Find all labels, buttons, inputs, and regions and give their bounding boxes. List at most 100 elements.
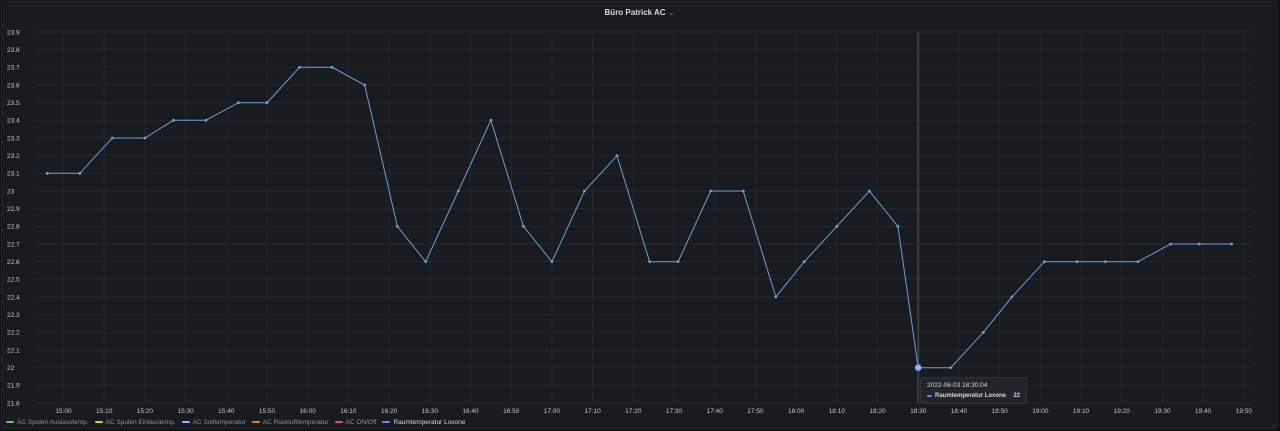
y-tick-label: 23.1 (7, 171, 20, 178)
legend-item[interactable]: AC Spulen Auslasstemp. (6, 417, 89, 427)
y-tick-label: 22.7 (7, 241, 20, 248)
data-point (835, 224, 839, 228)
data-point (867, 189, 871, 193)
x-tick-label: 16:00 (300, 408, 317, 415)
data-point (456, 189, 460, 193)
y-tick-label: 23.5 (7, 100, 20, 107)
data-point (648, 260, 652, 264)
legend-swatch (181, 421, 190, 423)
legend-label: AC Spulen Auslasstemp. (17, 418, 89, 426)
data-point (363, 83, 367, 87)
data-point (709, 189, 713, 193)
data-point (171, 118, 175, 122)
legend-item[interactable]: AC ON/Off (334, 417, 377, 427)
data-point (741, 189, 745, 193)
data-point (981, 330, 985, 334)
x-tick-label: 16:20 (381, 408, 398, 415)
panel-title[interactable]: Büro Patrick AC (604, 8, 666, 17)
data-point (1043, 260, 1046, 264)
y-tick-label: 22.9 (7, 206, 20, 213)
x-tick-label: 16:10 (340, 408, 357, 415)
x-tick-label: 15:10 (96, 408, 113, 415)
data-point (774, 295, 778, 299)
x-tick-label: 19:00 (1032, 408, 1049, 415)
legend-swatch (94, 421, 103, 423)
data-point (615, 154, 619, 158)
legend-item[interactable]: Raumtemperatur Loxone (382, 417, 465, 427)
x-tick-label: 15:40 (218, 408, 235, 415)
data-point (1010, 295, 1014, 299)
panel-header[interactable]: Büro Patrick AC ⌄ (2, 2, 1277, 24)
tooltip: 2022-06-03 18:30:04 Raumtemperatur Loxon… (920, 377, 1027, 404)
highlight-point (914, 364, 922, 372)
data-point (265, 101, 269, 105)
y-tick-label: 22.5 (7, 277, 20, 284)
y-tick-label: 23.6 (7, 82, 20, 89)
legend-item[interactable]: AC Spulen Einlasstemp. (94, 417, 176, 427)
data-point (550, 260, 554, 264)
data-point (1136, 260, 1140, 264)
x-tick-label: 15:20 (137, 408, 154, 415)
data-point (896, 224, 900, 228)
data-point (424, 260, 428, 264)
x-tick-label: 19:40 (1195, 408, 1212, 415)
x-tick-label: 16:50 (503, 408, 520, 415)
y-tick-label: 21.9 (7, 383, 20, 390)
data-point (298, 65, 301, 69)
legend-item[interactable]: AC Solltemperatur (181, 417, 246, 427)
data-point (676, 260, 680, 264)
x-tick-label: 18:20 (869, 408, 886, 415)
y-tick-label: 23.2 (7, 153, 20, 160)
data-point (1169, 242, 1172, 246)
x-tick-label: 19:10 (1073, 408, 1090, 415)
y-tick-label: 22.4 (7, 294, 20, 301)
legend-label: AC Rücklufttemperatur (262, 418, 329, 426)
y-tick-label: 23.9 (7, 29, 20, 36)
tooltip-value: 22 (1013, 393, 1020, 399)
tooltip-time: 2022-06-03 18:30:04 (927, 382, 988, 389)
x-tick-label: 17:20 (625, 408, 642, 415)
data-point (204, 118, 208, 122)
x-tick-label: 18:30 (910, 408, 927, 415)
tooltip-swatch (927, 395, 932, 397)
x-tick-label: 17:40 (707, 408, 724, 415)
y-tick-label: 23.4 (7, 118, 20, 125)
chevron-down-icon[interactable]: ⌄ (668, 10, 675, 17)
data-point (1197, 242, 1201, 246)
data-point (522, 224, 525, 228)
x-tick-label: 18:10 (829, 408, 846, 415)
legend-label: AC ON/Off (345, 418, 377, 426)
data-point (78, 171, 82, 175)
x-tick-label: 17:50 (747, 408, 764, 415)
legend-label: Raumtemperatur Loxone (393, 418, 466, 426)
data-point (802, 260, 806, 264)
data-point (1230, 242, 1234, 246)
data-point (237, 101, 240, 105)
data-point (395, 224, 399, 228)
data-point (143, 136, 147, 140)
data-point (489, 118, 493, 122)
legend-label: AC Solltemperatur (192, 418, 246, 426)
x-tick-label: 19:20 (1114, 408, 1131, 415)
legend: AC Spulen Auslasstemp. AC Spulen Einlasst… (6, 417, 465, 427)
y-tick-label: 23.8 (7, 47, 20, 54)
x-tick-label: 18:40 (951, 408, 968, 415)
y-tick-label: 23 (7, 188, 15, 195)
legend-item[interactable]: AC Rücklufttemperatur (251, 417, 329, 427)
tooltip-series: Raumtemperatur Loxone (935, 393, 1007, 399)
legend-swatch (251, 421, 260, 423)
data-point (45, 171, 49, 175)
legend-swatch (6, 421, 14, 423)
data-point (583, 189, 586, 193)
data-point (949, 366, 953, 370)
y-tick-label: 22.8 (7, 224, 20, 231)
x-tick-label: 16:40 (462, 408, 479, 415)
x-tick-label: 18:50 (992, 408, 1009, 415)
x-tick-label: 15:50 (259, 408, 276, 415)
data-point (1075, 260, 1079, 264)
data-point (110, 136, 114, 140)
resize-handle-icon[interactable]: ⌟ (1272, 422, 1275, 428)
x-tick-label: 17:30 (666, 408, 683, 415)
